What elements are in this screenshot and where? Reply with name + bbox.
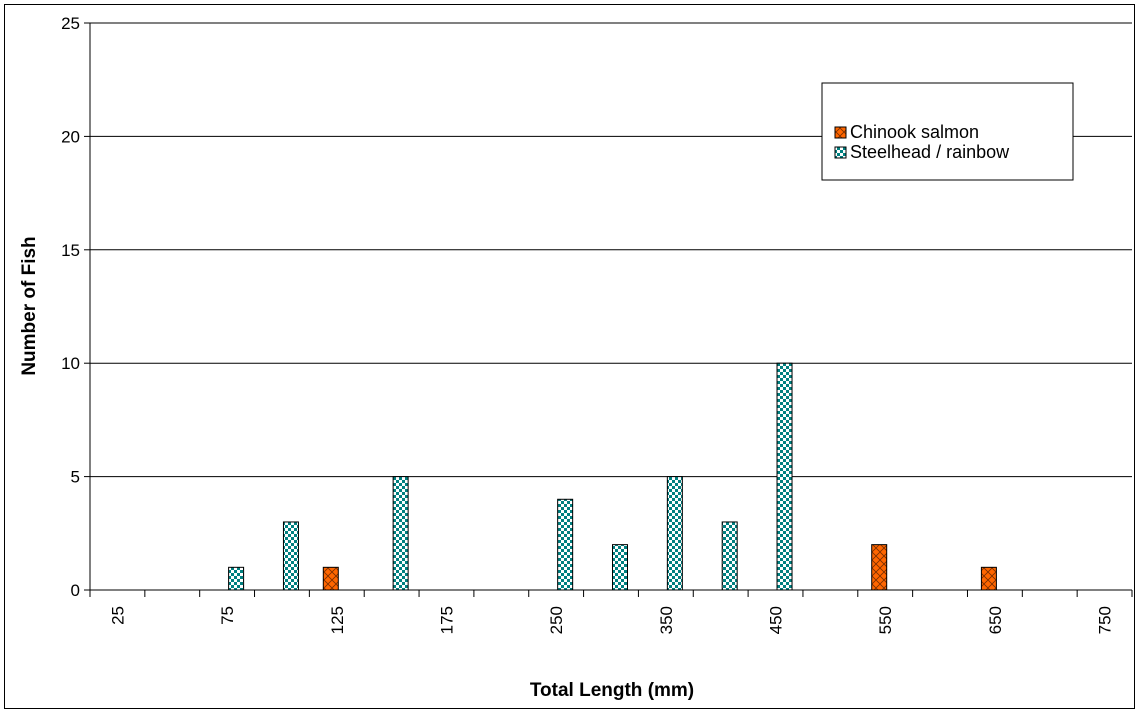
bars [228, 362, 997, 591]
x-tick-label: 650 [986, 606, 1005, 634]
y-tick-label: 20 [61, 127, 80, 146]
x-tick-label: 125 [328, 606, 347, 634]
legend-label-chinook: Chinook salmon [850, 122, 979, 142]
legend-box [821, 82, 1074, 181]
y-tick-label: 5 [71, 468, 80, 487]
y-tick-label: 25 [61, 14, 80, 33]
legend-swatch-chinook [834, 126, 847, 139]
x-tick-label: 250 [547, 606, 566, 634]
bar-steelhead [228, 566, 245, 591]
y-tick-label: 0 [71, 581, 80, 600]
bar-chinook [322, 566, 339, 591]
y-tick-label: 10 [61, 354, 80, 373]
y-tick-label: 15 [61, 241, 80, 260]
bar-steelhead [721, 521, 738, 591]
bar-steelhead [666, 476, 683, 591]
bar-steelhead [776, 362, 793, 591]
axes [89, 23, 1133, 597]
bar-steelhead [282, 521, 299, 591]
x-tick-labels: 25 75 125 175 250 350 450 550 650 750 [108, 606, 1114, 634]
legend-swatch-steelhead [834, 146, 847, 159]
legend: Chinook salmon Steelhead / rainbow [821, 82, 1074, 181]
x-tick-label: 175 [437, 606, 456, 634]
x-axis-title: Total Length (mm) [530, 680, 694, 701]
x-tick-label: 750 [1096, 606, 1115, 634]
y-axis-title: Number of Fish [19, 236, 40, 375]
x-tick-label: 25 [108, 606, 127, 625]
legend-label-steelhead: Steelhead / rainbow [850, 142, 1010, 162]
x-tick-label: 450 [767, 606, 786, 634]
bar-steelhead [557, 498, 574, 591]
x-tick-label: 350 [657, 606, 676, 634]
x-tick-label: 75 [218, 606, 237, 625]
x-tick-label: 550 [876, 606, 895, 634]
bar-chinook [980, 566, 997, 591]
y-tick-labels: 0 5 10 15 20 25 [61, 14, 80, 600]
bar-steelhead [392, 476, 409, 591]
bar-chinook [871, 544, 888, 591]
bar-steelhead [612, 544, 628, 591]
